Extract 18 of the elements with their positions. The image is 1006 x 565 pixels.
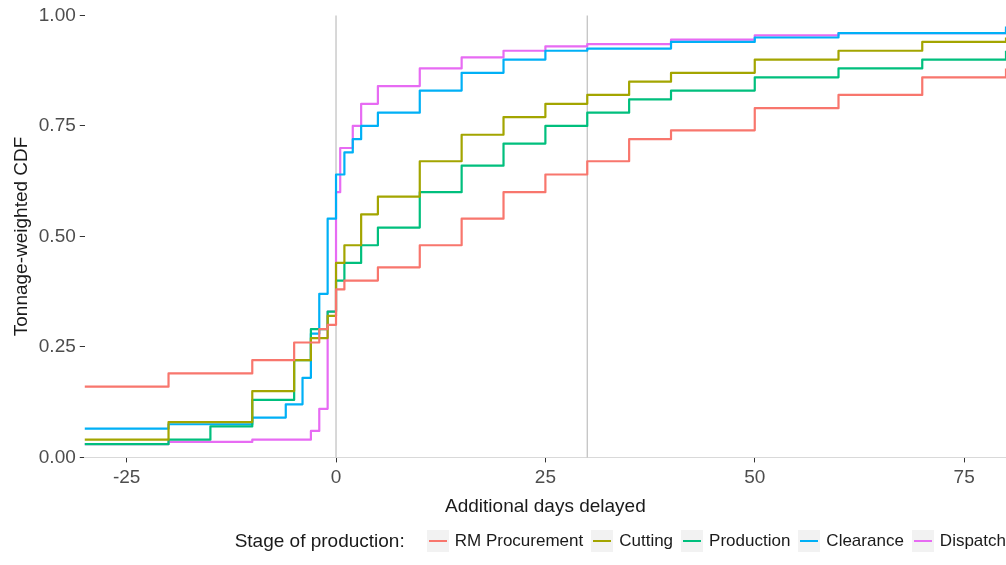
legend-label: Cutting [619,531,674,551]
y-tick-label: 0.50 [38,224,76,246]
x-tick-label: 50 [744,466,766,488]
y-tick-label: 0.25 [38,335,76,357]
legend-label: RM Procurement [454,531,584,551]
legend-label: Dispatch [939,531,1006,551]
x-tick-label: 75 [953,466,975,488]
legend-label: Production [709,531,791,551]
y-tick-label: 0.00 [38,445,76,467]
legend-title: Stage of production: [234,530,405,552]
x-axis-title: Additional days delayed [445,494,646,516]
x-tick-label: 25 [534,466,556,488]
x-tick-label: -25 [112,466,141,488]
y-tick-label: 1.00 [38,3,76,25]
legend-label: Clearance [826,531,904,551]
y-axis-title: Tonnage-weighted CDF [9,136,31,337]
y-tick-label: 0.75 [38,114,76,136]
x-tick-label: 0 [330,466,342,488]
